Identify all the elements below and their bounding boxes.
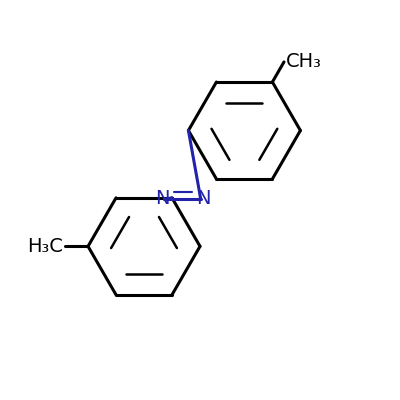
Text: H₃C: H₃C — [27, 237, 63, 256]
Text: N: N — [196, 189, 210, 208]
Text: CH₃: CH₃ — [286, 52, 322, 72]
Text: N: N — [155, 189, 170, 208]
